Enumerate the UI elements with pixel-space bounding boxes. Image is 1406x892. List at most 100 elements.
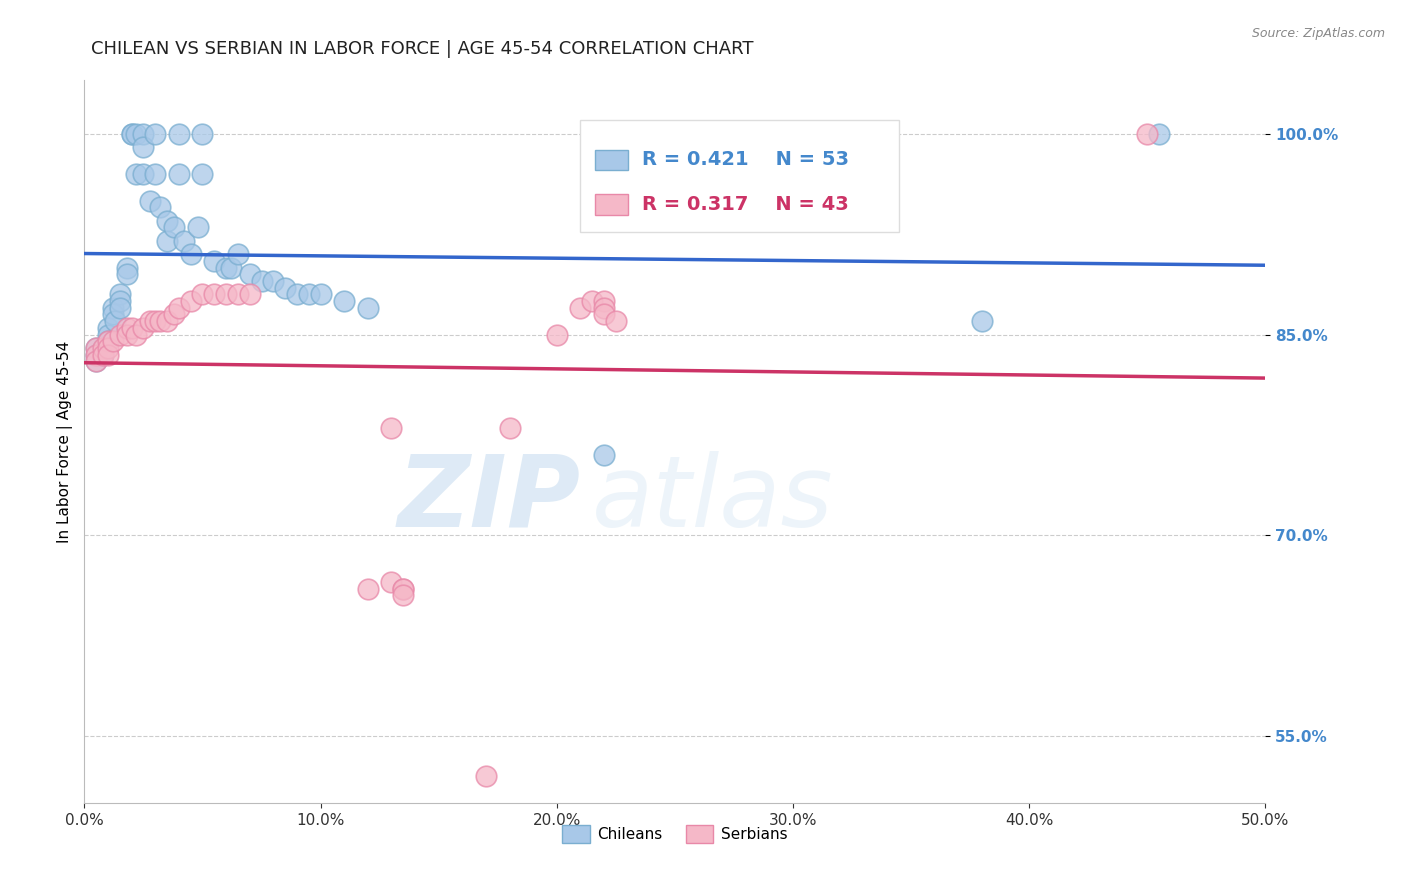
- Point: [357, 582, 380, 596]
- Point: [115, 327, 138, 342]
- Point: [180, 247, 202, 261]
- Point: [173, 234, 195, 248]
- Point: [202, 253, 225, 268]
- Point: [187, 220, 209, 235]
- Point: [191, 127, 214, 141]
- Point: [546, 327, 568, 342]
- Point: [132, 127, 155, 141]
- Point: [101, 301, 124, 315]
- Point: [357, 301, 380, 315]
- Point: [84, 341, 107, 355]
- Point: [250, 274, 273, 288]
- Point: [91, 341, 114, 355]
- FancyBboxPatch shape: [595, 194, 627, 215]
- Point: [226, 287, 249, 301]
- Point: [101, 334, 124, 349]
- Point: [84, 348, 107, 362]
- Point: [274, 280, 297, 294]
- Point: [333, 294, 356, 309]
- Point: [380, 574, 402, 589]
- Point: [581, 294, 603, 309]
- Point: [91, 348, 114, 362]
- Point: [593, 308, 616, 322]
- Point: [156, 234, 179, 248]
- FancyBboxPatch shape: [581, 120, 900, 232]
- Point: [132, 321, 155, 335]
- Point: [108, 294, 131, 309]
- Point: [593, 294, 616, 309]
- Point: [569, 301, 592, 315]
- Point: [91, 348, 114, 362]
- Legend: Chileans, Serbians: Chileans, Serbians: [557, 819, 793, 849]
- Point: [97, 348, 120, 362]
- Point: [125, 127, 148, 141]
- Point: [84, 354, 107, 368]
- Point: [970, 314, 993, 328]
- Point: [498, 421, 520, 435]
- Point: [115, 321, 138, 335]
- Point: [392, 582, 415, 596]
- Point: [262, 274, 284, 288]
- Point: [132, 167, 155, 181]
- Point: [121, 127, 143, 141]
- Point: [239, 287, 262, 301]
- FancyBboxPatch shape: [595, 150, 627, 169]
- Point: [125, 327, 148, 342]
- Point: [139, 194, 162, 208]
- Point: [392, 582, 415, 596]
- Point: [108, 327, 131, 342]
- Point: [392, 589, 415, 603]
- Point: [1147, 127, 1170, 141]
- Point: [84, 348, 107, 362]
- Point: [108, 287, 131, 301]
- Point: [215, 260, 238, 275]
- Point: [97, 334, 120, 349]
- Point: [97, 327, 120, 342]
- Point: [143, 314, 166, 328]
- Point: [298, 287, 321, 301]
- Point: [593, 448, 616, 462]
- Point: [97, 334, 120, 349]
- Point: [143, 167, 166, 181]
- Text: ZIP: ZIP: [398, 450, 581, 548]
- Point: [239, 268, 262, 282]
- Point: [215, 287, 238, 301]
- Point: [97, 341, 120, 355]
- Point: [180, 294, 202, 309]
- Point: [125, 167, 148, 181]
- Point: [167, 301, 190, 315]
- Point: [115, 268, 138, 282]
- Point: [380, 421, 402, 435]
- Point: [91, 341, 114, 355]
- Point: [202, 287, 225, 301]
- Point: [191, 167, 214, 181]
- Point: [167, 167, 190, 181]
- Point: [149, 201, 172, 215]
- Point: [605, 314, 627, 328]
- Point: [226, 247, 249, 261]
- Point: [84, 341, 107, 355]
- Point: [1136, 127, 1159, 141]
- Point: [163, 220, 186, 235]
- Point: [101, 308, 124, 322]
- Text: R = 0.421    N = 53: R = 0.421 N = 53: [641, 150, 849, 169]
- Text: CHILEAN VS SERBIAN IN LABOR FORCE | AGE 45-54 CORRELATION CHART: CHILEAN VS SERBIAN IN LABOR FORCE | AGE …: [91, 40, 754, 58]
- Point: [149, 314, 172, 328]
- Point: [121, 321, 143, 335]
- Point: [285, 287, 308, 301]
- Point: [104, 314, 127, 328]
- Point: [191, 287, 214, 301]
- Text: R = 0.317    N = 43: R = 0.317 N = 43: [641, 195, 849, 214]
- Point: [593, 301, 616, 315]
- Point: [139, 314, 162, 328]
- Point: [309, 287, 332, 301]
- Point: [163, 308, 186, 322]
- Point: [143, 127, 166, 141]
- Point: [121, 127, 143, 141]
- Text: atlas: atlas: [592, 450, 834, 548]
- Text: Source: ZipAtlas.com: Source: ZipAtlas.com: [1251, 27, 1385, 40]
- Point: [156, 314, 179, 328]
- Point: [156, 214, 179, 228]
- Point: [115, 260, 138, 275]
- Point: [108, 301, 131, 315]
